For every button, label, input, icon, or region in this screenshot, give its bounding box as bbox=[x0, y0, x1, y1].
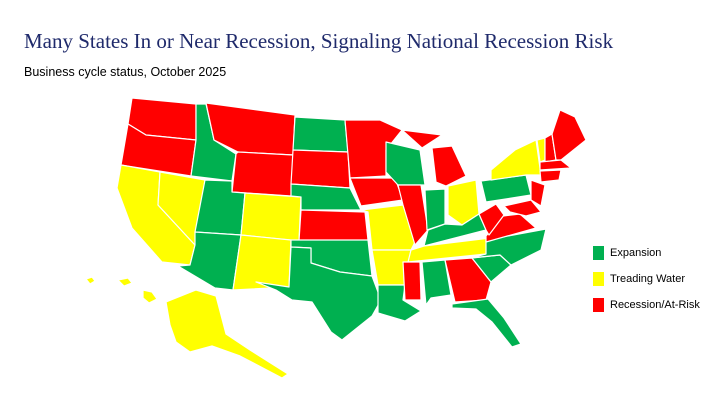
state bbox=[444, 257, 492, 303]
us-map bbox=[85, 97, 587, 379]
state bbox=[397, 184, 429, 246]
state bbox=[469, 228, 547, 266]
state bbox=[421, 259, 452, 306]
state bbox=[290, 149, 351, 189]
state bbox=[85, 276, 158, 304]
state bbox=[292, 116, 349, 153]
legend-swatch bbox=[593, 298, 604, 312]
state bbox=[490, 139, 542, 181]
state bbox=[451, 298, 522, 348]
state bbox=[385, 141, 426, 186]
state bbox=[539, 159, 572, 171]
state bbox=[240, 192, 302, 242]
state bbox=[503, 199, 542, 217]
state bbox=[290, 183, 362, 211]
state bbox=[539, 169, 562, 183]
title: Many States In or Near Recession, Signal… bbox=[24, 29, 614, 53]
state bbox=[551, 109, 587, 161]
state bbox=[298, 209, 369, 242]
state bbox=[480, 174, 532, 203]
state bbox=[232, 234, 292, 291]
legend-label: Expansion bbox=[610, 247, 661, 259]
legend-swatch bbox=[593, 272, 604, 286]
state bbox=[255, 246, 382, 341]
state bbox=[231, 151, 294, 197]
state bbox=[478, 203, 505, 236]
state bbox=[424, 188, 446, 231]
state bbox=[402, 261, 422, 301]
state bbox=[165, 289, 289, 379]
subtitle: Business cycle status, October 2025 bbox=[24, 65, 226, 79]
legend-label: Recession/At-Risk bbox=[610, 299, 700, 311]
legend-label: Treading Water bbox=[610, 273, 685, 285]
state bbox=[401, 129, 467, 187]
state bbox=[530, 179, 546, 207]
legend-swatch bbox=[593, 246, 604, 260]
